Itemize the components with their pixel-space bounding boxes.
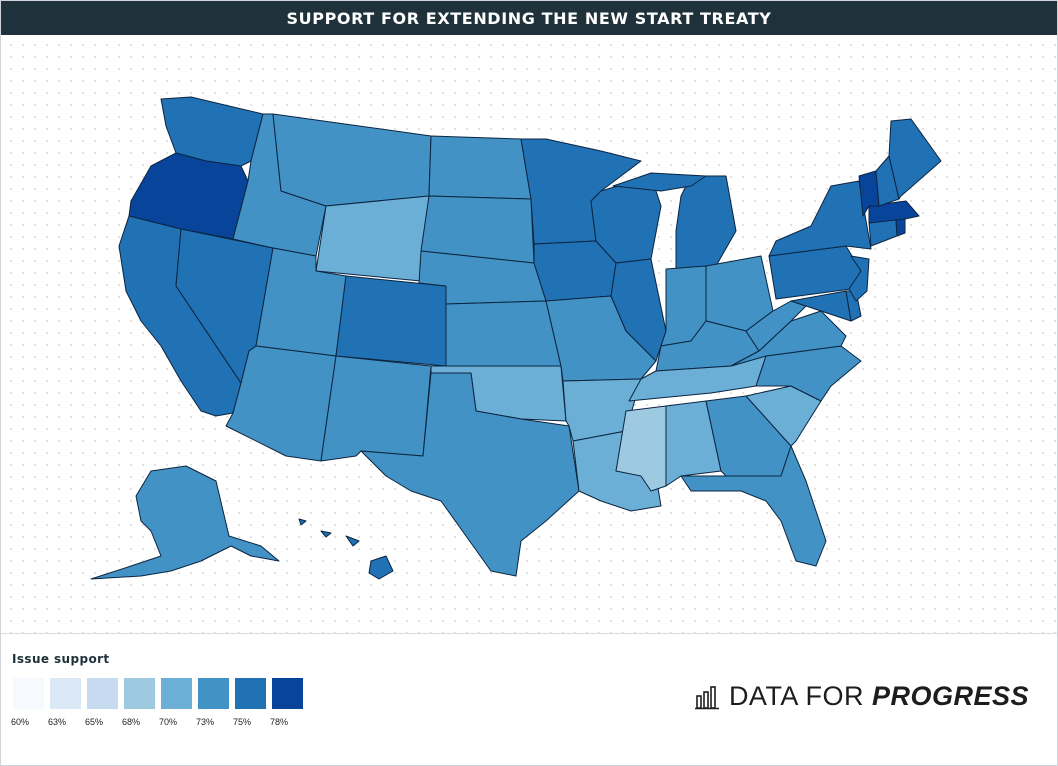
state-RI[interactable] — [895, 218, 906, 237]
state-MT[interactable] — [272, 113, 432, 207]
state-IL[interactable] — [610, 258, 667, 362]
brand-name: DATA FOR PROGRESS — [729, 681, 1029, 712]
legend-swatch — [124, 678, 155, 709]
state-NJ[interactable] — [848, 255, 870, 302]
state-ND[interactable] — [428, 135, 532, 200]
state-FL[interactable] — [680, 445, 827, 567]
state-TX[interactable] — [360, 372, 580, 577]
legend-swatches — [13, 678, 309, 709]
brand-prefix: DATA FOR — [728, 681, 872, 711]
legend-label: 63% — [48, 717, 67, 727]
state-CT[interactable] — [868, 218, 898, 247]
legend-label: 73% — [196, 717, 215, 727]
legend-label: 70% — [159, 717, 178, 727]
legend-swatch — [198, 678, 229, 709]
legend-label: 68% — [122, 717, 141, 727]
us-map — [90, 96, 942, 580]
state-AK[interactable] — [90, 465, 280, 580]
state-MI-upper[interactable] — [612, 172, 707, 192]
state-VT[interactable] — [858, 170, 880, 217]
state-MI[interactable] — [675, 175, 737, 270]
legend-swatch — [50, 678, 81, 709]
state-CO[interactable] — [335, 275, 447, 367]
legend-label: 75% — [233, 717, 252, 727]
title-bar: SUPPORT FOR EXTENDING THE NEW START TREA… — [1, 1, 1057, 35]
legend-swatch — [161, 678, 192, 709]
state-MA[interactable] — [868, 200, 920, 224]
state-MD[interactable] — [790, 290, 852, 322]
legend-divider — [1, 633, 1057, 634]
legend-swatch — [87, 678, 118, 709]
state-NM[interactable] — [320, 355, 432, 462]
state-WI[interactable] — [590, 175, 662, 264]
state-HI[interactable] — [298, 518, 394, 580]
map-area — [1, 35, 1057, 633]
state-KS[interactable] — [445, 300, 562, 367]
legend-labels: 60% 63% 65% 68% 70% 73% 75% 78% — [11, 717, 307, 727]
legend-label: 78% — [270, 717, 289, 727]
legend-swatch — [235, 678, 266, 709]
legend-swatch — [272, 678, 303, 709]
state-WY[interactable] — [315, 195, 430, 282]
state-ME[interactable] — [888, 118, 942, 200]
legend-swatch — [13, 678, 44, 709]
brand-logo: DATA FOR PROGRESS — [694, 681, 1029, 712]
legend-title: Issue support — [12, 652, 110, 666]
state-AL[interactable] — [665, 400, 722, 487]
legend-label: 60% — [11, 717, 30, 727]
bar-chart-icon — [694, 685, 719, 709]
state-SC[interactable] — [745, 385, 822, 447]
map-title: SUPPORT FOR EXTENDING THE NEW START TREA… — [286, 8, 772, 28]
brand-emphasis: PROGRESS — [871, 681, 1029, 711]
legend-label: 65% — [85, 717, 104, 727]
state-NY[interactable] — [768, 180, 872, 257]
